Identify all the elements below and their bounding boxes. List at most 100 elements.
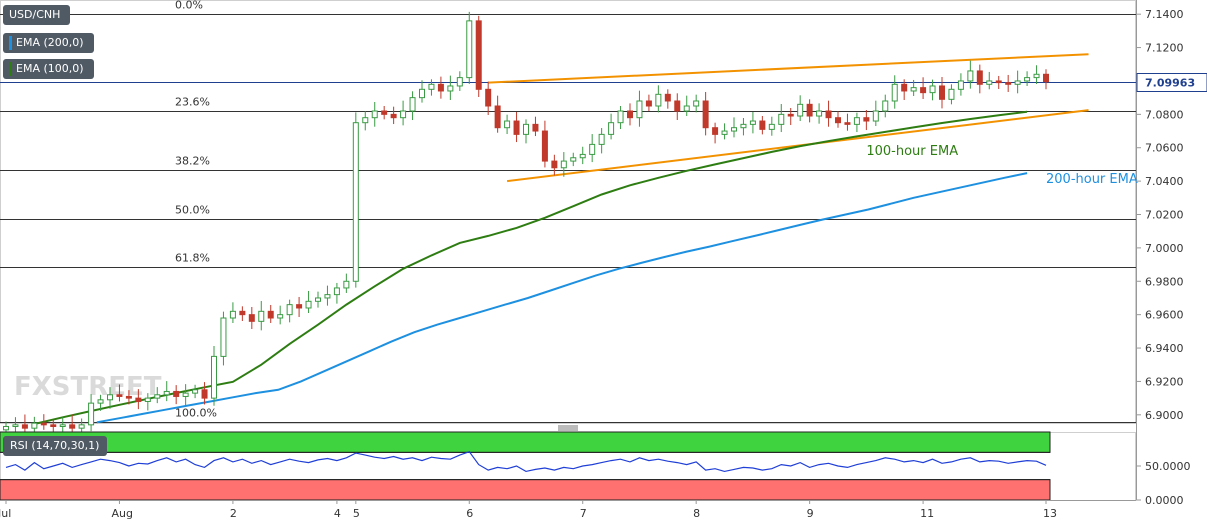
candle-body — [466, 20, 473, 79]
y-tick-label: 6.9000 — [1145, 409, 1184, 422]
candle-body — [570, 157, 577, 162]
y-tick-label: 7.1400 — [1145, 8, 1184, 21]
candle-body — [277, 314, 284, 319]
x-tick-label: Aug — [111, 507, 132, 520]
candle-body — [182, 392, 189, 397]
candle-body — [523, 123, 529, 135]
channel-upper-line — [488, 53, 1089, 84]
candle-body — [541, 130, 548, 162]
candle-body — [173, 390, 180, 397]
x-tick-label: 11 — [920, 507, 934, 520]
y-tick-label: 6.9800 — [1145, 275, 1184, 288]
y-tick-label: 6.9600 — [1145, 309, 1184, 322]
candle-body — [617, 110, 624, 124]
y-tick-label: 7.0200 — [1145, 209, 1184, 222]
candle-body — [844, 122, 851, 125]
ema100-line — [34, 110, 1028, 425]
pane-resize-handle[interactable] — [558, 425, 578, 431]
candle-body — [69, 424, 76, 429]
candle-body — [693, 100, 700, 107]
candle-body — [419, 88, 425, 99]
candle-body — [967, 70, 974, 82]
candle-body — [636, 100, 643, 119]
candle-body — [683, 105, 690, 112]
candle-body — [192, 389, 199, 394]
candle-body — [97, 399, 104, 404]
candle-body — [239, 310, 246, 316]
y-tick-label: 7.1200 — [1145, 42, 1184, 55]
ema200-swatch — [9, 36, 12, 50]
candle-body — [409, 97, 416, 112]
x-tick-label: 7 — [580, 507, 587, 520]
candle-body — [532, 123, 539, 132]
candle-body — [920, 87, 927, 94]
candle-body — [721, 130, 728, 135]
candle-body — [1033, 73, 1040, 79]
price-pane-frame — [0, 0, 1136, 424]
candle-body — [125, 395, 132, 399]
candle-body — [731, 127, 737, 132]
candle-body — [371, 110, 378, 119]
ema100-label: EMA (100,0) — [16, 62, 84, 75]
ema200-annotation: 200-hour EMA — [1046, 172, 1138, 187]
candle-body — [608, 122, 615, 135]
candle-body — [50, 424, 57, 428]
candle-body — [12, 424, 19, 428]
rsi-oversold-band — [0, 479, 1051, 501]
candle-body — [315, 297, 321, 302]
candle-body — [21, 424, 28, 429]
symbol-badge[interactable]: USD/CNH — [3, 5, 71, 25]
ema200-badge[interactable]: EMA (200,0) — [3, 33, 94, 53]
last-price-box — [1136, 73, 1207, 92]
candle-body — [560, 160, 567, 169]
candle-body — [674, 100, 681, 112]
candle-body — [712, 127, 719, 135]
y-tick-label: 7.0400 — [1145, 175, 1184, 188]
candle-body — [286, 304, 293, 316]
candle-body — [664, 93, 671, 102]
candle-body — [267, 310, 274, 319]
x-tick-label: Jul — [0, 507, 11, 520]
fib-label: 23.6% — [175, 96, 210, 109]
candle-body — [768, 123, 775, 130]
candle-body — [437, 83, 444, 92]
candle-body — [220, 317, 227, 357]
candle-body — [400, 110, 407, 119]
candle-body — [163, 390, 170, 396]
rsi-line — [5, 450, 1047, 473]
candle-body — [655, 93, 662, 107]
candle-body — [551, 160, 558, 169]
rsi-y-tick-label: 0.0000 — [1145, 494, 1184, 507]
candle-body — [986, 80, 993, 85]
candle-body — [863, 117, 870, 122]
candle-body — [248, 314, 255, 322]
candle-body — [939, 85, 945, 100]
candle-body — [825, 110, 832, 119]
candle-body — [929, 85, 936, 94]
candle-body — [343, 280, 350, 289]
x-tick-label: 5 — [353, 507, 360, 520]
fib-label: 61.8% — [175, 252, 210, 265]
candle-body — [995, 80, 1002, 84]
rsi-label: RSI (14,70,30,1) — [10, 439, 100, 452]
candle-body — [59, 424, 66, 428]
candle-body — [3, 426, 9, 431]
ema100-badge[interactable]: EMA (100,0) — [3, 59, 94, 79]
y-tick-label: 7.0000 — [1145, 242, 1184, 255]
candle-body — [428, 83, 435, 90]
y-tick-label: 6.9400 — [1145, 342, 1184, 355]
y-tick-label: 7.0600 — [1145, 142, 1184, 155]
fib-label: 50.0% — [175, 204, 210, 217]
candle-body — [872, 110, 879, 122]
fib-label: 100.0% — [175, 407, 217, 420]
candle-body — [362, 117, 369, 124]
x-tick-label: 13 — [1043, 507, 1057, 520]
candle-body — [948, 88, 955, 100]
y-tick-label: 6.9200 — [1145, 375, 1184, 388]
candle-body — [324, 294, 331, 299]
candle-body — [154, 394, 161, 399]
candle-body — [806, 103, 813, 117]
x-tick-label: 6 — [466, 507, 473, 520]
rsi-badge[interactable]: RSI (14,70,30,1) — [3, 436, 108, 456]
